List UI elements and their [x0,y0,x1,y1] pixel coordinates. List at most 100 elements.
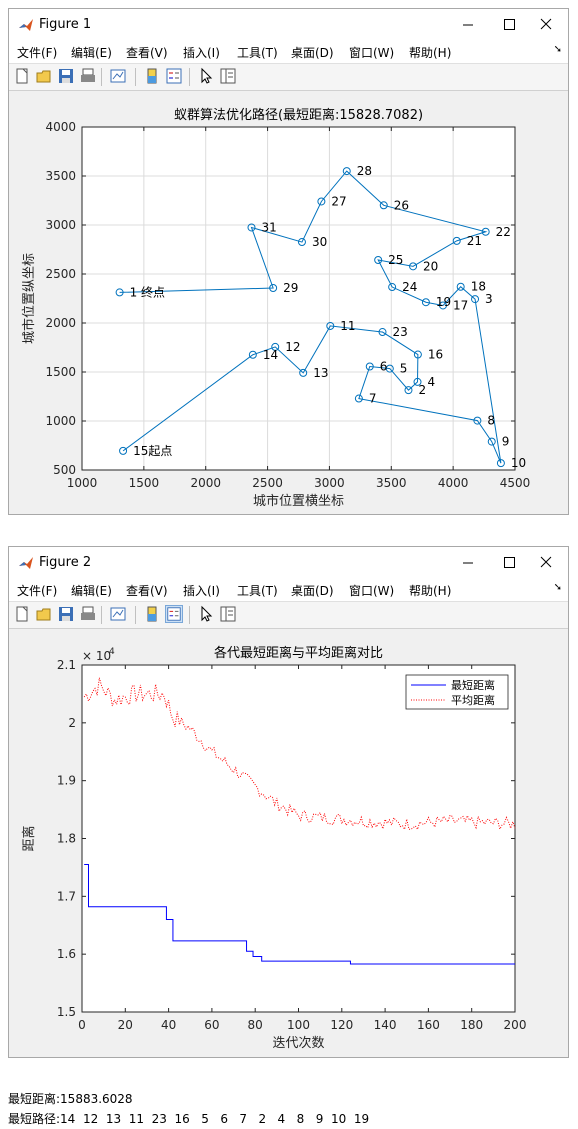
city-marker[interactable] [473,416,482,425]
y-tick-label: 2.1 [57,658,76,672]
city-marker[interactable] [247,223,256,232]
insert-colorbar-icon[interactable] [143,605,161,623]
city-marker[interactable] [297,238,306,247]
menu-edit[interactable]: 编辑(E) [71,584,112,598]
toolbar-separator [135,68,136,86]
open-file-icon[interactable] [35,67,53,85]
pointer-icon[interactable] [197,67,215,85]
maximize-icon[interactable] [495,551,523,575]
insert-legend-icon[interactable] [165,67,183,85]
city-marker[interactable] [271,342,280,351]
city-marker[interactable] [248,350,257,359]
print-icon[interactable] [79,605,97,623]
city-marker[interactable] [388,283,397,292]
menu-view[interactable]: 查看(V) [126,46,168,60]
plot-area[interactable] [82,665,515,1012]
city-marker[interactable] [421,298,430,307]
y-tick-label: 1500 [45,365,76,379]
menu-window[interactable]: 窗口(W) [349,46,395,60]
menu-file[interactable]: 文件(F) [17,46,58,60]
menu-window[interactable]: 窗口(W) [349,584,395,598]
y-axis-label: 城市位置纵坐标 [21,253,37,344]
x-tick-label: 100 [287,1018,310,1032]
city-marker[interactable] [438,301,447,310]
pointer-icon[interactable] [197,605,215,623]
menu-file[interactable]: 文件(F) [17,584,58,598]
city-marker[interactable] [496,459,505,468]
close-icon[interactable] [532,13,560,37]
city-marker[interactable] [404,386,413,395]
menu-help[interactable]: 帮助(H) [409,46,452,60]
print-icon[interactable] [79,67,97,85]
property-inspector-icon[interactable] [219,67,237,85]
city-marker[interactable] [452,236,461,245]
property-inspector-icon[interactable] [219,605,237,623]
open-file-icon[interactable] [35,605,53,623]
city-marker[interactable] [354,394,363,403]
menu-overflow-icon[interactable]: ➘ [553,582,562,593]
save-icon[interactable] [57,605,75,623]
city-label: 28 [357,164,372,178]
maximize-icon[interactable] [495,13,523,37]
x-tick-label: 1000 [67,476,98,490]
city-label: 9 [502,435,510,449]
y-tick-label: 2500 [45,267,76,281]
menu-help[interactable]: 帮助(H) [409,584,452,598]
city-marker[interactable] [342,167,351,176]
city-label: 10 [511,456,526,470]
figure1-window: Figure 1 文件(F) 编辑(E) 查看(V) 插入(I) 工具(T) 桌… [8,8,569,515]
city-marker[interactable] [115,288,124,297]
city-marker[interactable] [379,201,388,210]
city-marker[interactable] [299,368,308,377]
plot-area[interactable] [82,127,515,470]
x-tick-label: 40 [161,1018,176,1032]
city-marker[interactable] [409,262,418,271]
city-marker[interactable] [374,255,383,264]
menu-tools[interactable]: 工具(T) [237,46,278,60]
chart-title: 各代最短距离与平均距离对比 [214,645,383,661]
link-plot-icon[interactable] [109,605,127,623]
y-tick-label: 2000 [45,316,76,330]
toolbar-separator [135,606,136,624]
city-marker[interactable] [317,197,326,206]
save-icon[interactable] [57,67,75,85]
menu-tools[interactable]: 工具(T) [237,584,278,598]
new-figure-icon[interactable] [13,67,31,85]
new-figure-icon[interactable] [13,605,31,623]
city-label: 11 [340,319,355,333]
city-label: 8 [487,414,495,428]
menu-desktop[interactable]: 桌面(D) [291,584,334,598]
city-marker[interactable] [119,446,128,455]
city-label: 1 终点 [130,284,165,299]
menu-insert[interactable]: 插入(I) [183,46,220,60]
city-marker[interactable] [365,362,374,371]
city-marker[interactable] [487,437,496,446]
city-marker[interactable] [471,295,480,304]
menu-desktop[interactable]: 桌面(D) [291,46,334,60]
menu-edit[interactable]: 编辑(E) [71,46,112,60]
city-label: 6 [380,360,388,374]
menu-overflow-icon[interactable]: ➘ [553,44,562,55]
city-marker[interactable] [481,227,490,236]
city-marker[interactable] [456,282,465,291]
city-label: 3 [485,292,493,306]
city-marker[interactable] [413,350,422,359]
city-marker[interactable] [385,364,394,373]
menu-view[interactable]: 查看(V) [126,584,168,598]
close-icon[interactable] [532,551,560,575]
city-marker[interactable] [269,284,278,293]
link-plot-icon[interactable] [109,67,127,85]
city-marker[interactable] [413,377,422,386]
menu-insert[interactable]: 插入(I) [183,584,220,598]
toolbar-separator [101,606,102,624]
insert-colorbar-icon[interactable] [143,67,161,85]
minimize-icon[interactable] [454,551,482,575]
city-marker[interactable] [378,328,387,337]
title-bar: Figure 2 [9,547,568,579]
x-tick-label: 80 [248,1018,263,1032]
city-marker[interactable] [326,321,335,330]
insert-legend-icon[interactable] [165,605,183,623]
x-tick-label: 140 [374,1018,397,1032]
minimize-icon[interactable] [454,13,482,37]
